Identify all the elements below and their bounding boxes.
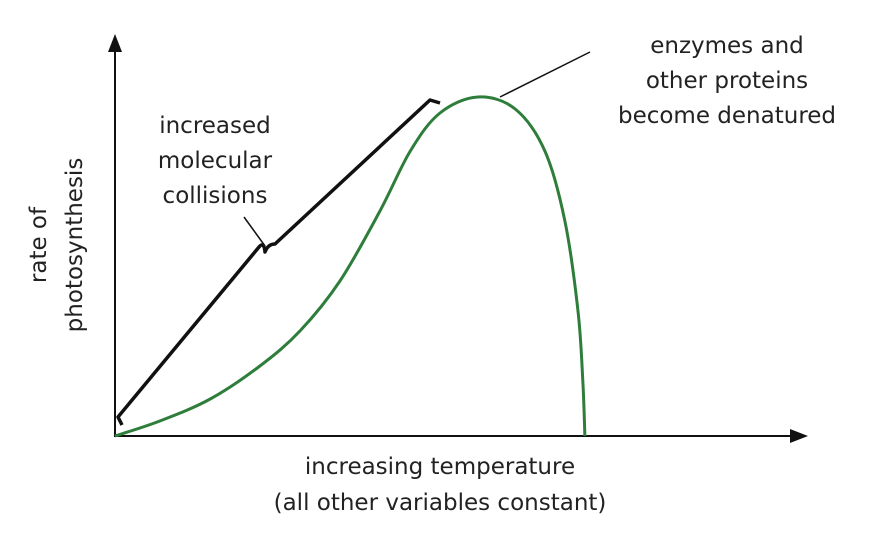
rising-label-line2: molecular xyxy=(158,148,273,174)
rate-curve xyxy=(114,95,587,438)
x-axis-arrowhead xyxy=(790,429,808,443)
peak-label-line3: become denatured xyxy=(618,103,836,129)
y-axis-label-line2: photosynthesis xyxy=(62,158,88,333)
rising-brace xyxy=(116,98,441,426)
rising-label-line3: collisions xyxy=(163,183,268,209)
x-axis-label-line2: (all other variables constant) xyxy=(274,490,607,516)
peak-label-line2: other proteins xyxy=(646,68,808,94)
brace-leader xyxy=(243,216,266,247)
peak-leader xyxy=(499,51,591,98)
y-axis-arrowhead xyxy=(108,34,122,52)
x-axis-label-line1: increasing temperature xyxy=(305,454,575,480)
y-axis-label-line1: rate of xyxy=(26,206,52,283)
peak-label-line1: enzymes and xyxy=(650,33,804,59)
rising-label-line1: increased xyxy=(159,113,271,139)
